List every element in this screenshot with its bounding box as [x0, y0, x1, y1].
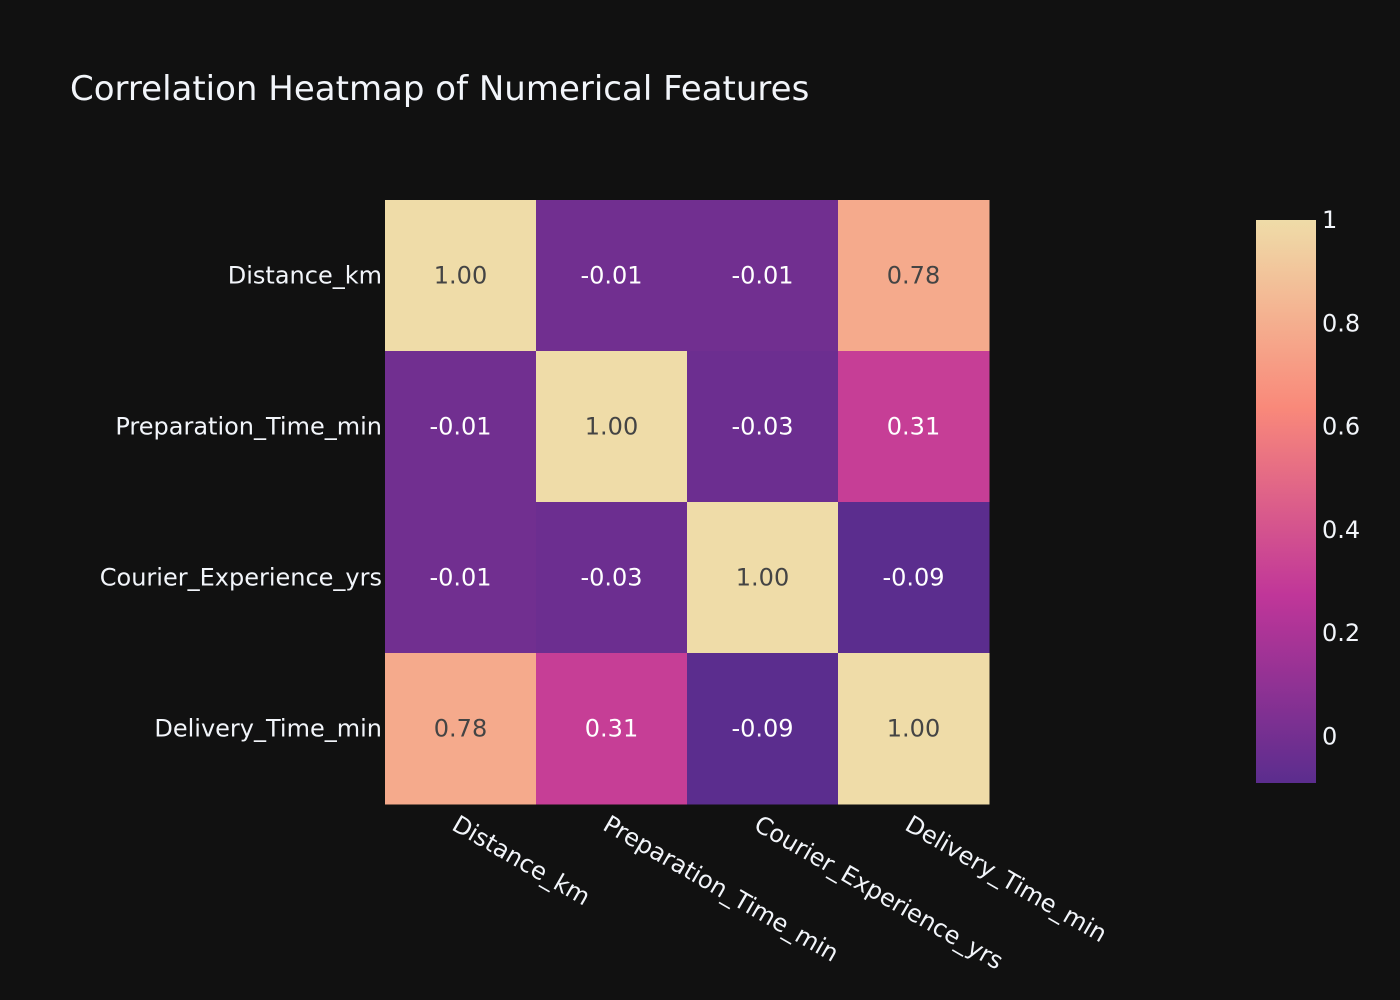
heatmap-cell	[385, 502, 537, 654]
cell-value-label: 1.00	[434, 262, 487, 290]
colorbar-tick-label: 0.2	[1322, 619, 1360, 647]
cell-value-label: 1.00	[736, 564, 789, 592]
heatmap-cell	[536, 351, 688, 503]
cell-value-label: -0.03	[731, 413, 793, 441]
heatmap-cell	[536, 653, 688, 805]
cell-value-label: 0.78	[434, 715, 487, 743]
heatmap-cell	[687, 351, 839, 503]
cell-value-label: 0.78	[887, 262, 940, 290]
heatmap-cell	[838, 502, 990, 654]
heatmap-cell	[536, 502, 688, 654]
cell-value-label: -0.03	[580, 564, 642, 592]
y-tick-label: Preparation_Time_min	[115, 413, 382, 441]
heatmap-cell	[536, 200, 688, 352]
colorbar-tick-label: 0	[1322, 723, 1337, 751]
cell-value-label: 1.00	[585, 413, 638, 441]
cell-value-label: -0.01	[429, 564, 491, 592]
heatmap-cell	[385, 351, 537, 503]
cell-value-label: -0.01	[580, 262, 642, 290]
cell-value-label: -0.01	[429, 413, 491, 441]
heatmap-cell-labels: 1.00 -0.01 -0.01 0.78 -0.01 1.00 -0.03 0.31 -0.0…	[429, 262, 944, 743]
cell-value-label: -0.09	[731, 715, 793, 743]
colorbar-tick-label: 0.8	[1322, 309, 1360, 337]
cell-value-label: 0.31	[887, 413, 940, 441]
heatmap-cell	[838, 200, 990, 352]
colorbar-tick-label: 0.4	[1322, 516, 1360, 544]
chart-title: Correlation Heatmap of Numerical Feature…	[70, 69, 809, 109]
colorbar-tick-label: 0.6	[1322, 413, 1360, 441]
colorbar	[1256, 220, 1316, 783]
cell-value-label: -0.09	[882, 564, 944, 592]
heatmap-cell	[687, 653, 839, 805]
heatmap-cells	[385, 200, 990, 805]
y-tick-label: Courier_Experience_yrs	[100, 564, 382, 592]
heatmap-cell	[838, 653, 990, 805]
y-tick-label: Delivery_Time_min	[154, 715, 382, 743]
colorbar-tick-labels: 1 0.8 0.6 0.4 0.2 0	[1322, 206, 1360, 751]
heatmap-cell	[687, 502, 839, 654]
colorbar-tick-label: 1	[1322, 206, 1337, 234]
y-axis-tick-labels: Distance_km Preparation_Time_min Courier_E…	[100, 262, 382, 743]
heatmap-cell	[385, 200, 537, 352]
heatmap-cell	[385, 653, 537, 805]
cell-value-label: 1.00	[887, 715, 940, 743]
cell-value-label: 0.31	[585, 715, 638, 743]
cell-value-label: -0.01	[731, 262, 793, 290]
heatmap-cell	[838, 351, 990, 503]
y-tick-label: Distance_km	[228, 262, 382, 290]
heatmap-cell	[687, 200, 839, 352]
